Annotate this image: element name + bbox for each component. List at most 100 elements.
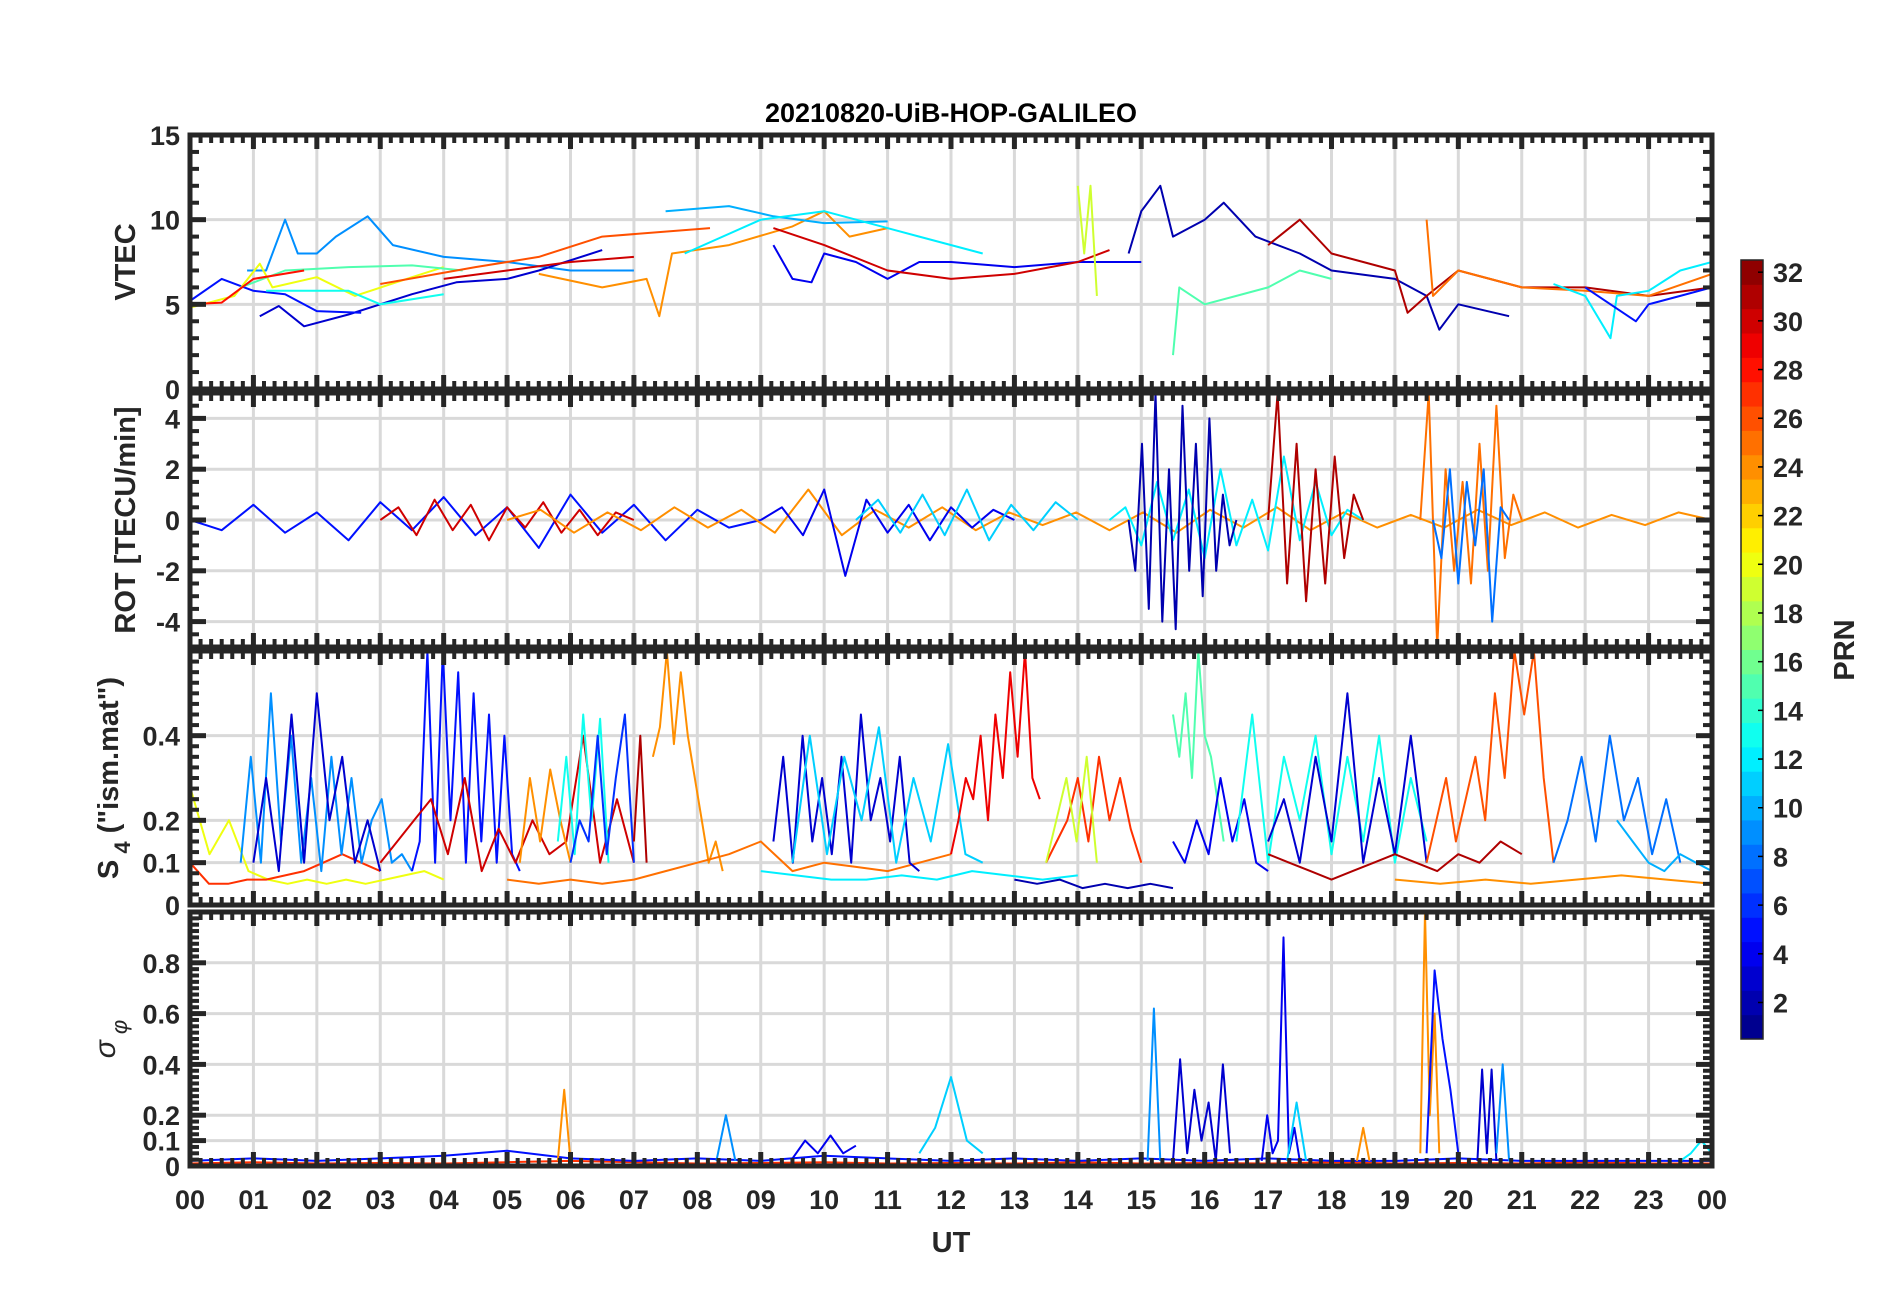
y-tick-label: -2 xyxy=(156,557,180,587)
series-line-prn-31 xyxy=(1267,840,1523,881)
panel-3: 00.10.2 0.4 0.6 0.8 σ φ xyxy=(89,909,1715,1182)
series-line-prn-11 xyxy=(1286,1101,1308,1162)
panel-1: -4 -2 0 2 4 ROT [TECU/min] xyxy=(110,390,1715,650)
series-line-prn-4 xyxy=(1260,936,1301,1162)
y-tick-label: 5 xyxy=(165,290,180,320)
x-tick-label: 23 xyxy=(1634,1185,1664,1215)
series-line-prn-24 xyxy=(1355,1126,1371,1162)
series-line-prn-30 xyxy=(773,227,1110,280)
y-axis-label: ROT [TECU/min] xyxy=(110,406,142,633)
colorbar-label: PRN xyxy=(1829,619,1861,680)
series-line-prn-5 xyxy=(190,277,362,314)
series-line-prn-24 xyxy=(1394,874,1712,885)
colorbar-swatch xyxy=(1741,868,1763,894)
x-tick-label: 13 xyxy=(999,1185,1029,1215)
series-line-prn-12 xyxy=(1553,261,1712,340)
x-tick-label: 17 xyxy=(1253,1185,1283,1215)
colorbar-swatch xyxy=(1741,698,1763,724)
y-tick-label: 2 xyxy=(165,455,180,485)
y-tick-label: 0.1 xyxy=(142,1127,180,1157)
colorbar-swatch xyxy=(1741,552,1763,577)
series-line-prn-9 xyxy=(715,1114,737,1162)
series-group xyxy=(190,393,1712,647)
colorbar-swatch xyxy=(1741,600,1763,626)
y-tick-label: 0 xyxy=(165,1152,180,1182)
colorbar-tick-label: 28 xyxy=(1773,356,1803,386)
axes-box xyxy=(187,648,1715,908)
series-line-prn-31 xyxy=(1267,393,1365,603)
axes-box xyxy=(187,132,1715,392)
colorbar-swatch xyxy=(1741,406,1763,431)
series-line-prn-9 xyxy=(239,692,413,873)
series-line-prn-15 xyxy=(1172,269,1332,356)
series-line-prn-11 xyxy=(791,726,984,864)
series-line-prn-25 xyxy=(506,840,952,885)
axes-box xyxy=(187,909,1715,1169)
series-line-prn-10 xyxy=(665,205,888,225)
series-line-prn-29 xyxy=(950,651,1041,855)
x-tick-label: 12 xyxy=(936,1185,966,1215)
series-line-prn-3 xyxy=(1476,1068,1498,1161)
x-tick-label: 03 xyxy=(365,1185,395,1215)
series-line-prn-12 xyxy=(1108,455,1364,560)
series-line-prn-20 xyxy=(190,786,445,885)
colorbar-tick-label: 12 xyxy=(1773,745,1803,775)
x-tick-label: 20 xyxy=(1443,1185,1473,1215)
y-axis-label: VTEC xyxy=(110,223,142,300)
y-tick-label: 0.2 xyxy=(142,806,180,836)
y-label-subscript: 4 xyxy=(110,841,135,860)
series-line-prn-5 xyxy=(190,493,762,549)
colorbar-swatch xyxy=(1741,576,1763,602)
x-tick-label: 00 xyxy=(1697,1185,1727,1215)
series-line-prn-19 xyxy=(1076,184,1098,296)
series-line-prn-5 xyxy=(1425,969,1460,1154)
series-line-prn-3 xyxy=(252,692,382,873)
chart-title: 20210820-UiB-HOP-GALILEO xyxy=(765,98,1137,128)
colorbar-tick-label: 4 xyxy=(1773,940,1788,970)
series-line-prn-30 xyxy=(443,255,634,280)
panel-0: 0 5 10 15 VTEC xyxy=(110,121,1715,405)
colorbar-swatch xyxy=(1741,503,1763,529)
series-line-prn-26 xyxy=(1425,651,1555,863)
series-line-prn-27 xyxy=(1045,755,1143,864)
series-line-prn-13 xyxy=(266,289,444,306)
series-line-prn-3 xyxy=(1267,692,1428,864)
colorbar-swatch xyxy=(1741,746,1763,772)
colorbar-swatch xyxy=(1741,333,1763,358)
x-tick-label: 09 xyxy=(746,1185,776,1215)
series-line-prn-27 xyxy=(190,853,381,885)
series-line-prn-19 xyxy=(1045,755,1098,863)
colorbar-swatch xyxy=(1741,430,1763,456)
colorbar-tick-label: 14 xyxy=(1773,696,1803,726)
colorbar-tick-label: 8 xyxy=(1773,842,1788,872)
series-line-prn-24 xyxy=(651,651,724,872)
x-tick-label: 08 xyxy=(682,1185,712,1215)
series-line-prn-9 xyxy=(1146,1007,1162,1161)
series-line-prn-31 xyxy=(632,734,648,863)
y-tick-label: 0 xyxy=(165,891,180,921)
y-tick-label: 10 xyxy=(150,206,180,236)
colorbar-swatch xyxy=(1741,771,1763,797)
series-line-prn-2 xyxy=(1127,184,1510,331)
colorbar-swatch xyxy=(1741,308,1763,334)
colorbar-swatch xyxy=(1741,479,1763,504)
y-axis-label: S 4 ("ism.mat") xyxy=(93,677,135,879)
series-line-prn-24 xyxy=(1419,912,1441,1154)
series-line-prn-3 xyxy=(259,249,603,328)
series-line-prn-8 xyxy=(1552,734,1682,864)
axes-box xyxy=(187,390,1715,650)
colorbar-tick-label: 26 xyxy=(1773,404,1803,434)
colorbar-swatch xyxy=(1741,527,1763,553)
series-line-prn-25 xyxy=(1419,393,1523,647)
colorbar-swatch xyxy=(1741,917,1763,943)
x-tick-label: 16 xyxy=(1190,1185,1220,1215)
x-tick-label: 04 xyxy=(429,1185,459,1215)
series-line-prn-25 xyxy=(1425,219,1712,297)
colorbar-swatch xyxy=(1741,892,1763,918)
series-line-prn-15 xyxy=(1172,651,1225,842)
series-line-prn-13 xyxy=(1235,713,1428,864)
colorbar-swatch xyxy=(1741,990,1763,1016)
series-line-prn-11 xyxy=(918,1076,984,1155)
panel-2: 00.10.20.4S 4 ("ism.mat") xyxy=(93,648,1715,921)
